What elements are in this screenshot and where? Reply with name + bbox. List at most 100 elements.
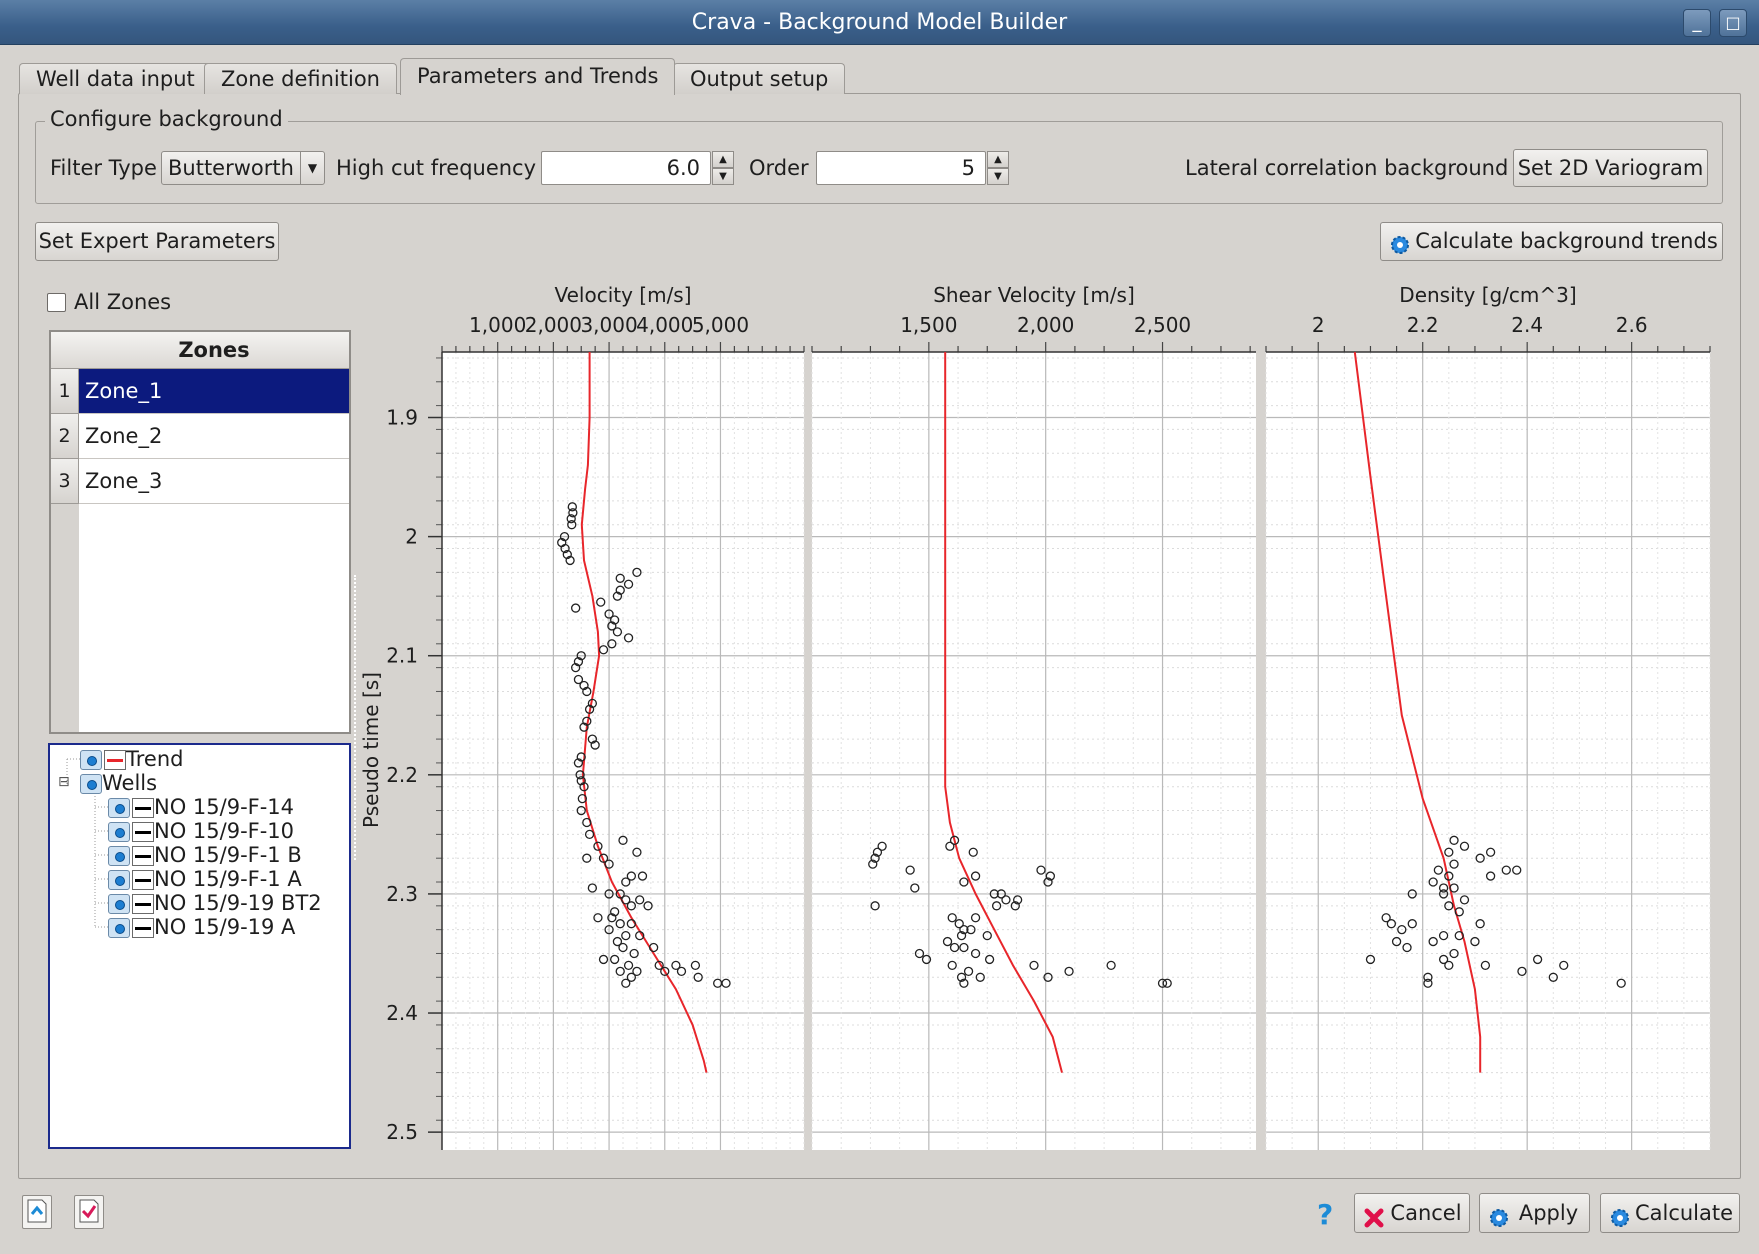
data-point [693,972,703,982]
eye-icon[interactable] [108,894,130,914]
spin-down-icon[interactable]: ▼ [987,168,1009,185]
lateral-correlation-label: Lateral correlation background [1185,156,1509,180]
data-point [626,972,637,982]
x-axis-title: Velocity [m/s] [554,283,691,307]
data-point [576,651,586,661]
data-point [1475,919,1485,929]
data-point [1010,901,1020,911]
row-number[interactable]: 1 [51,369,79,414]
data-point [1029,960,1039,971]
eye-icon[interactable] [108,918,130,938]
plot-panel-3: 2 2.2 2.4 2.6 Density [g/cm^3] [1265,283,1711,1150]
filter-type-label: Filter Type [50,156,157,180]
spin-up-icon[interactable]: ▲ [987,151,1009,168]
set-2d-variogram-button[interactable]: Set 2D Variogram [1513,149,1708,187]
set-expert-parameters-button[interactable]: Set Expert Parameters [35,222,279,261]
data-point [615,585,625,595]
data-point [660,966,670,976]
collapse-icon[interactable]: ⊟ [58,774,70,790]
zones-header[interactable]: Zones [79,332,349,369]
data-point [970,913,981,923]
data-point [970,871,981,881]
data-point [587,698,598,709]
tab-parameters-and-trends[interactable]: Parameters and Trends [400,58,676,95]
trend-line [944,352,1063,1073]
zone-row-zone-2[interactable]: Zone_2 [79,414,349,459]
data-point [1449,859,1459,869]
data-point [1449,835,1459,845]
data-point [560,543,570,554]
calculate-background-trends-button[interactable]: Calculate background trends [1380,222,1723,261]
data-point [1428,936,1438,947]
data-point [975,972,985,982]
data-point [1365,954,1376,965]
data-point [949,942,960,953]
tree-item-well[interactable]: NO 15/9-F-1 A [108,867,302,891]
data-point [970,948,981,959]
data-point [615,919,625,929]
zone-row-zone-3[interactable]: Zone_3 [79,459,349,504]
plot-background [812,352,1256,1150]
eye-icon[interactable] [108,846,130,866]
spin-down-icon[interactable]: ▼ [712,168,734,185]
calculate-button[interactable]: Calculate [1600,1193,1740,1233]
data-point [1438,889,1449,899]
minimize-button[interactable]: _ [1683,9,1711,37]
data-point [1459,841,1470,851]
chevron-down-icon: ▼ [300,152,324,184]
filter-type-value: Butterworth [168,156,294,180]
high-cut-input[interactable]: 6.0 [541,151,711,185]
data-point [1444,901,1454,911]
data-point [966,925,976,935]
data-point [626,871,637,881]
y-tick-label: 2.3 [386,882,418,906]
tree-item-well[interactable]: NO 15/9-F-10 [108,819,294,843]
eye-icon[interactable] [108,822,130,842]
eye-icon[interactable] [108,798,130,818]
cancel-button[interactable]: Cancel [1354,1193,1470,1233]
tree-item-trend[interactable]: Trend [80,747,183,771]
all-zones-checkbox[interactable] [47,293,66,312]
eye-icon[interactable] [80,750,102,770]
data-point [1532,954,1543,965]
splitter-handle[interactable] [354,575,358,860]
zones-table: Zones 1 Zone_1 2 Zone_2 3 Zone_3 [49,330,351,734]
apply-button[interactable]: Apply [1479,1193,1590,1233]
maximize-button[interactable]: □ [1719,9,1747,37]
data-point [1407,889,1417,899]
order-label: Order [749,156,809,180]
data-point [1423,978,1433,988]
eye-icon[interactable] [108,870,130,890]
row-number[interactable]: 2 [51,414,79,459]
data-point [914,948,925,959]
data-point [956,930,967,941]
cancel-icon [1363,1203,1385,1241]
tree-item-well[interactable]: NO 15/9-19 BT2 [108,891,322,915]
row-number[interactable]: 3 [51,459,79,504]
trend-line [1353,351,1482,1073]
data-point [870,901,880,911]
load-icon[interactable] [22,1195,52,1229]
tree-item-well[interactable]: NO 15/9-F-1 B [108,843,302,867]
data-point [576,752,586,762]
eye-icon[interactable] [80,774,102,794]
order-input[interactable]: 5 [816,151,986,185]
tree-item-wells[interactable]: Wells [80,771,157,795]
checklist-icon[interactable] [74,1195,104,1229]
data-point [579,722,589,732]
data-point [905,865,915,875]
data-point [623,579,634,589]
spin-up-icon[interactable]: ▲ [712,151,734,168]
data-point [1036,865,1046,875]
filter-type-select[interactable]: Butterworth ▼ [161,151,325,185]
tree-item-well[interactable]: NO 15/9-F-14 [108,795,294,819]
zone-row-zone-1[interactable]: Zone_1 [79,369,349,414]
tree-item-well[interactable]: NO 15/9-19 A [108,915,295,939]
x-tick-label: 2 [1312,313,1325,337]
data-point [612,936,623,947]
help-icon[interactable]: ? [1317,1198,1334,1231]
data-point [959,925,969,935]
tab-output-setup[interactable]: Output setup [673,63,846,94]
tab-zone-definition[interactable]: Zone definition [204,63,397,94]
tab-well-data-input[interactable]: Well data input [19,63,212,94]
